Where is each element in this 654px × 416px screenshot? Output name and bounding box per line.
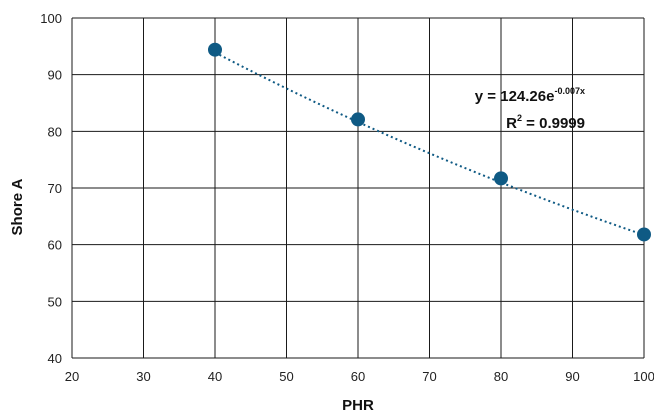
x-tick-label: 90 (565, 369, 579, 384)
data-points (208, 42, 651, 242)
data-point (494, 171, 508, 186)
data-point (351, 112, 365, 127)
x-tick-label: 60 (351, 369, 365, 384)
y-axis-title: Shore A (9, 178, 26, 235)
x-tick-label: 70 (422, 369, 436, 384)
trendline-equation-exponent: -0.007x (554, 86, 585, 96)
r-squared-r: R (506, 115, 517, 132)
x-tick-label: 30 (136, 369, 150, 384)
trendline-equation: y = 124.26e-0.007x (475, 86, 585, 105)
x-tick-label: 100 (633, 369, 654, 384)
y-tick-label: 60 (48, 238, 62, 253)
x-tick-label: 20 (65, 369, 79, 384)
tick-labels: 20 30 40 50 60 70 80 90 100 40 50 60 70 80 90 100 (40, 11, 654, 384)
y-tick-label: 70 (48, 181, 62, 196)
trendline-equation-base: y = 124.26e (475, 88, 555, 105)
r-squared-value: = 0.9999 (522, 115, 585, 132)
x-tick-label: 40 (208, 369, 222, 384)
grid-lines (71, 17, 645, 359)
x-tick-label: 50 (279, 369, 293, 384)
r-squared-sup: 2 (517, 113, 522, 123)
y-tick-label: 90 (48, 68, 62, 83)
trendline (214, 51, 645, 236)
y-tick-label: 50 (48, 294, 62, 309)
y-tick-label: 40 (48, 351, 62, 366)
r-squared-label: R2 = 0.9999 (506, 113, 585, 132)
data-point (637, 227, 651, 242)
y-tick-label: 80 (48, 124, 62, 139)
x-axis-title: PHR (342, 397, 374, 414)
x-tick-label: 80 (494, 369, 508, 384)
y-tick-label: 100 (40, 11, 62, 26)
data-point (208, 42, 222, 57)
